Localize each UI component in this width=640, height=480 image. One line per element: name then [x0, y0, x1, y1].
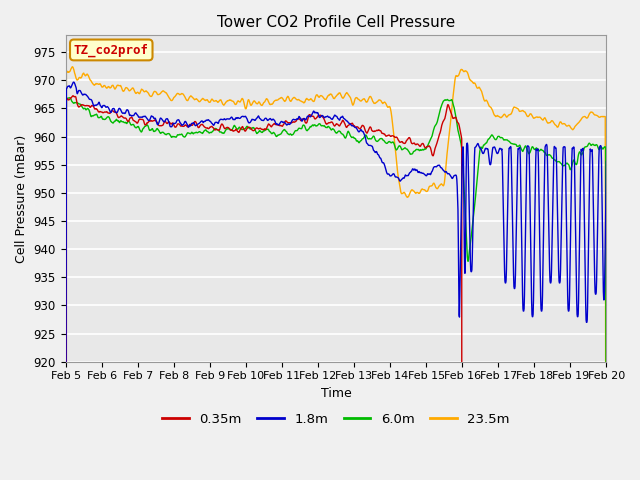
X-axis label: Time: Time	[321, 387, 351, 400]
Text: TZ_co2prof: TZ_co2prof	[74, 43, 148, 57]
Title: Tower CO2 Profile Cell Pressure: Tower CO2 Profile Cell Pressure	[217, 15, 455, 30]
Legend: 0.35m, 1.8m, 6.0m, 23.5m: 0.35m, 1.8m, 6.0m, 23.5m	[157, 408, 515, 431]
Y-axis label: Cell Pressure (mBar): Cell Pressure (mBar)	[15, 134, 28, 263]
